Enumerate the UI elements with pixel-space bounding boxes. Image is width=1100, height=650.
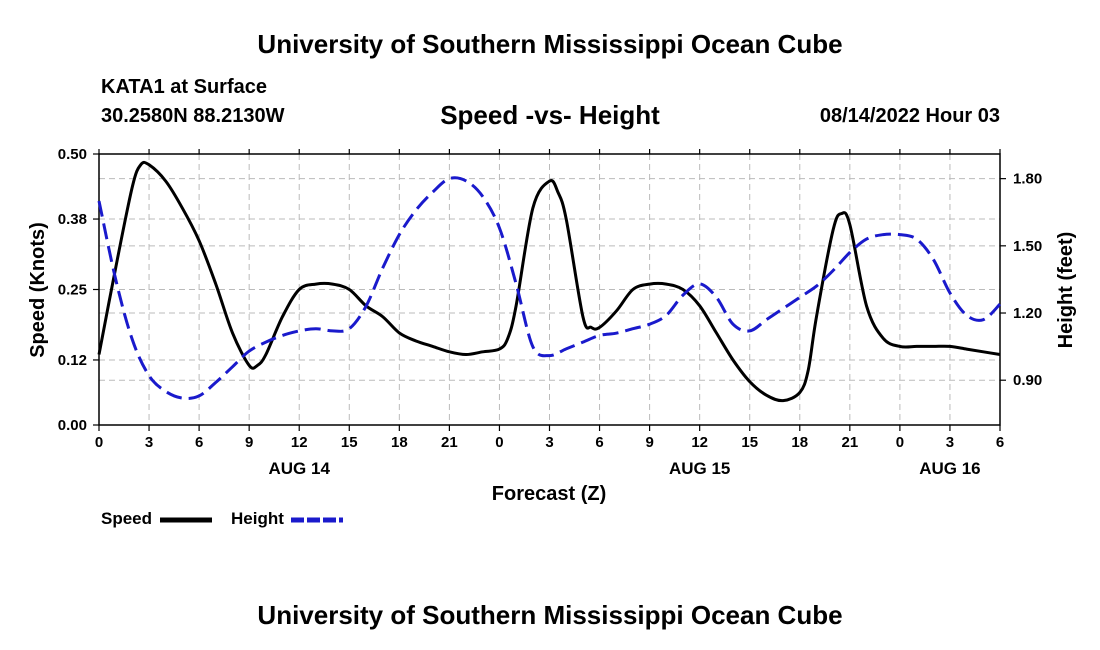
legend-speed-label: Speed: [101, 509, 153, 528]
footer-title: University of Southern Mississippi Ocean…: [257, 600, 843, 630]
ticks-layer: 0 3 6 9 12 15 18 21 0 3 6 9 12 15 18 21 0 3 6 AUG 14 AUG 15 A…: [58, 146, 1042, 478]
series-layer: [97, 160, 1002, 403]
y-axis-label: Speed (Knots): [27, 222, 49, 358]
x-tick-label: 9: [245, 434, 253, 451]
date-label: AUG 16: [919, 459, 980, 478]
coordinates-label: 30.2580N 88.2130W: [101, 105, 285, 127]
date-label: AUG 14: [269, 459, 331, 478]
x-tick-label: 3: [545, 434, 553, 451]
y-tick-label: 0.12: [58, 352, 87, 369]
y2-axis-label: Height (feet): [1055, 232, 1077, 349]
x-axis-label: Forecast (Z): [492, 483, 606, 505]
date-label: AUG 15: [669, 459, 730, 478]
x-tick-label: 18: [391, 434, 408, 451]
y-tick-label: 0.00: [58, 417, 87, 434]
legend-height-label: Height: [231, 509, 284, 528]
x-tick-label: 9: [645, 434, 653, 451]
x-tick-label: 0: [495, 434, 503, 451]
x-tick-label: 6: [996, 434, 1004, 451]
y2-tick-label: 0.90: [1013, 372, 1042, 389]
x-tick-label: 6: [595, 434, 603, 451]
forecast-datetime: 08/14/2022 Hour 03: [819, 105, 1000, 127]
y-tick-label: 0.50: [58, 146, 87, 163]
y-tick-label: 0.25: [58, 282, 87, 299]
station-label: KATA1 at Surface: [101, 76, 267, 98]
main-title: University of Southern Mississippi Ocean…: [257, 29, 843, 59]
x-tick-label: 21: [841, 434, 858, 451]
x-tick-label: 21: [441, 434, 458, 451]
x-tick-label: 3: [946, 434, 954, 451]
y-tick-label: 0.38: [58, 211, 87, 228]
x-tick-label: 12: [691, 434, 708, 451]
grid-layer: [99, 154, 1000, 425]
x-tick-label: 3: [145, 434, 153, 451]
y2-tick-label: 1.50: [1013, 238, 1042, 255]
x-tick-label: 18: [791, 434, 808, 451]
chart-title: Speed -vs- Height: [440, 100, 660, 130]
y2-tick-label: 1.80: [1013, 171, 1042, 188]
x-tick-label: 0: [95, 434, 103, 451]
series-line-height: [97, 176, 1002, 400]
x-tick-label: 0: [896, 434, 904, 451]
x-tick-label: 6: [195, 434, 203, 451]
x-tick-label: 12: [291, 434, 308, 451]
x-tick-label: 15: [341, 434, 358, 451]
x-tick-label: 15: [741, 434, 758, 451]
series-line-speed: [97, 160, 1001, 403]
y2-tick-label: 1.20: [1013, 305, 1042, 322]
